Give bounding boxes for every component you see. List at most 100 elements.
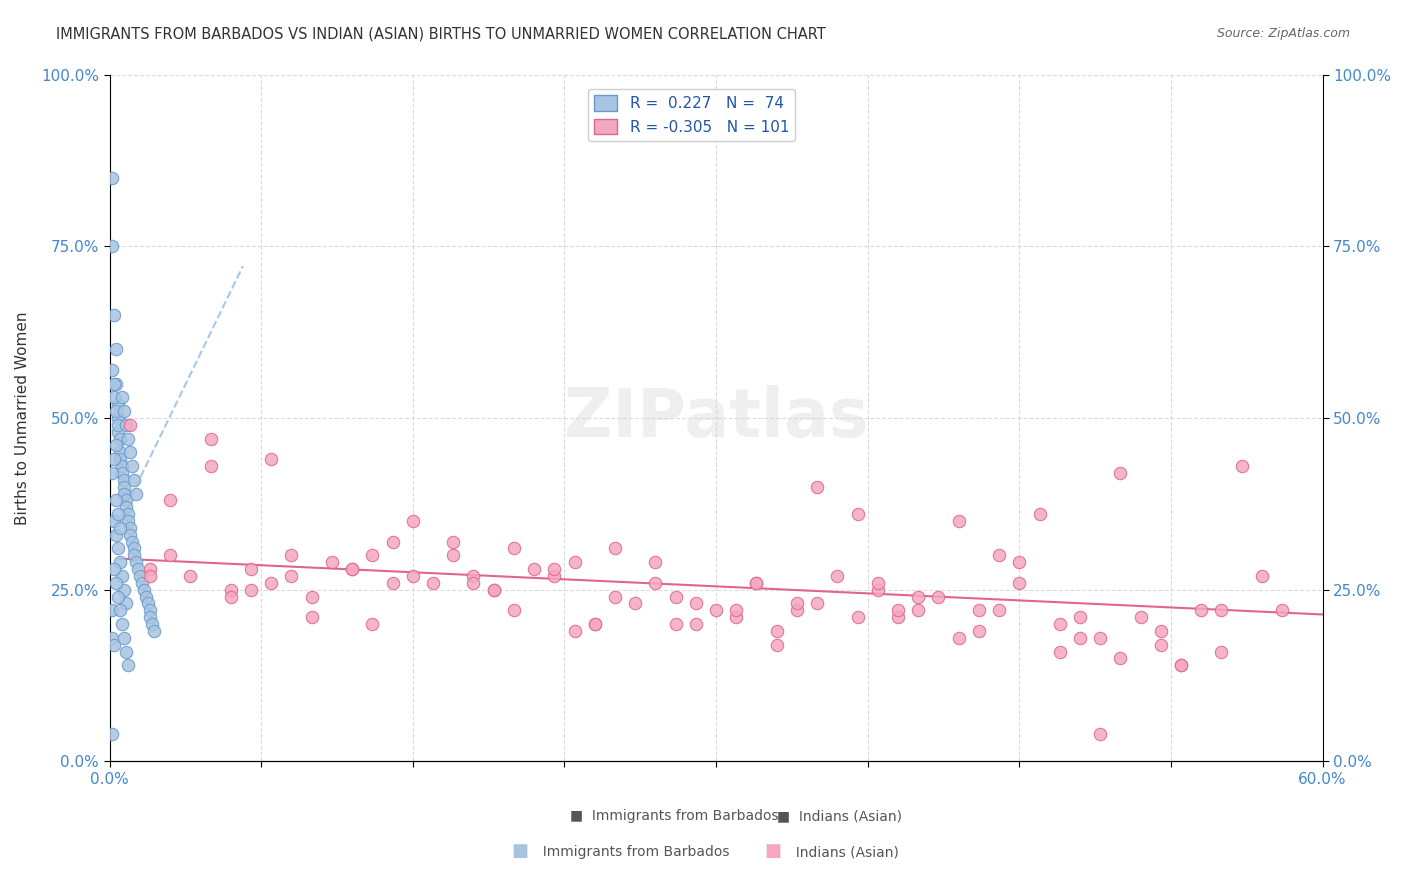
Point [866, 575, 889, 590]
Point [118, 527, 141, 541]
Point [108, 432, 131, 446]
Point [112, 631, 135, 645]
Point [112, 473, 135, 487]
Point [1189, 603, 1212, 617]
Point [948, 631, 970, 645]
Point [107, 397, 129, 411]
Point [100, 631, 122, 645]
Point [583, 617, 606, 632]
Point [111, 390, 134, 404]
Point [765, 624, 787, 638]
Point [104, 376, 127, 391]
Point [725, 603, 748, 617]
Point [402, 514, 425, 528]
Point [340, 562, 363, 576]
Point [139, 569, 162, 583]
Point [827, 569, 849, 583]
Point [111, 569, 134, 583]
Point [159, 549, 181, 563]
Point [321, 555, 343, 569]
Point [543, 569, 565, 583]
Point [219, 590, 242, 604]
Point [108, 452, 131, 467]
Point [887, 610, 910, 624]
Point [967, 624, 990, 638]
Point [100, 239, 122, 253]
Point [107, 507, 129, 521]
Text: Indians (Asian): Indians (Asian) [787, 846, 900, 859]
Point [361, 549, 384, 563]
Text: IMMIGRANTS FROM BARBADOS VS INDIAN (ASIAN) BIRTHS TO UNMARRIED WOMEN CORRELATION: IMMIGRANTS FROM BARBADOS VS INDIAN (ASIA… [56, 27, 825, 42]
Point [765, 638, 787, 652]
Point [1069, 610, 1091, 624]
Point [118, 445, 141, 459]
Point [104, 527, 127, 541]
Point [745, 575, 768, 590]
Point [523, 562, 546, 576]
Point [1129, 610, 1152, 624]
Point [603, 590, 626, 604]
Text: ■  Immigrants from Barbados: ■ Immigrants from Barbados [571, 809, 779, 823]
Point [1049, 644, 1071, 658]
Point [1088, 631, 1111, 645]
Point [132, 582, 155, 597]
Point [127, 562, 149, 576]
Point [117, 658, 139, 673]
Legend: R =  0.227   N =  74, R = -0.305   N = 101: R = 0.227 N = 74, R = -0.305 N = 101 [588, 89, 796, 141]
Point [441, 534, 464, 549]
Point [1028, 507, 1050, 521]
Point [685, 596, 707, 610]
Point [111, 466, 134, 480]
Point [846, 610, 869, 624]
Point [402, 569, 425, 583]
Point [141, 617, 163, 632]
Point [441, 549, 464, 563]
Text: ■: ■ [765, 842, 782, 860]
Point [1008, 575, 1031, 590]
Point [108, 521, 131, 535]
Point [260, 575, 283, 590]
Point [104, 438, 127, 452]
Point [240, 582, 263, 597]
Point [100, 727, 122, 741]
Point [240, 562, 263, 576]
Point [685, 617, 707, 632]
Point [128, 569, 150, 583]
Point [103, 376, 125, 391]
Point [121, 534, 143, 549]
Text: ■  Indians (Asian): ■ Indians (Asian) [776, 809, 901, 823]
Point [114, 500, 136, 515]
Point [219, 582, 242, 597]
Point [1088, 727, 1111, 741]
Point [112, 404, 135, 418]
Point [381, 575, 404, 590]
Point [806, 596, 828, 610]
Point [665, 590, 688, 604]
Point [624, 596, 647, 610]
Point [665, 617, 688, 632]
Point [100, 603, 122, 617]
Point [122, 473, 145, 487]
Point [280, 549, 302, 563]
Point [118, 521, 141, 535]
Point [107, 411, 129, 425]
Point [100, 170, 122, 185]
Point [179, 569, 201, 583]
Point [644, 555, 666, 569]
Point [135, 590, 157, 604]
Point [121, 458, 143, 473]
Point [100, 466, 122, 480]
Point [260, 452, 283, 467]
Point [122, 549, 145, 563]
Point [786, 603, 808, 617]
Point [112, 480, 135, 494]
Point [988, 603, 1011, 617]
Point [104, 343, 127, 357]
Point [125, 555, 148, 569]
Point [117, 432, 139, 446]
Point [988, 549, 1011, 563]
Point [114, 417, 136, 432]
Point [502, 541, 524, 556]
Point [1211, 603, 1233, 617]
Point [1211, 644, 1233, 658]
